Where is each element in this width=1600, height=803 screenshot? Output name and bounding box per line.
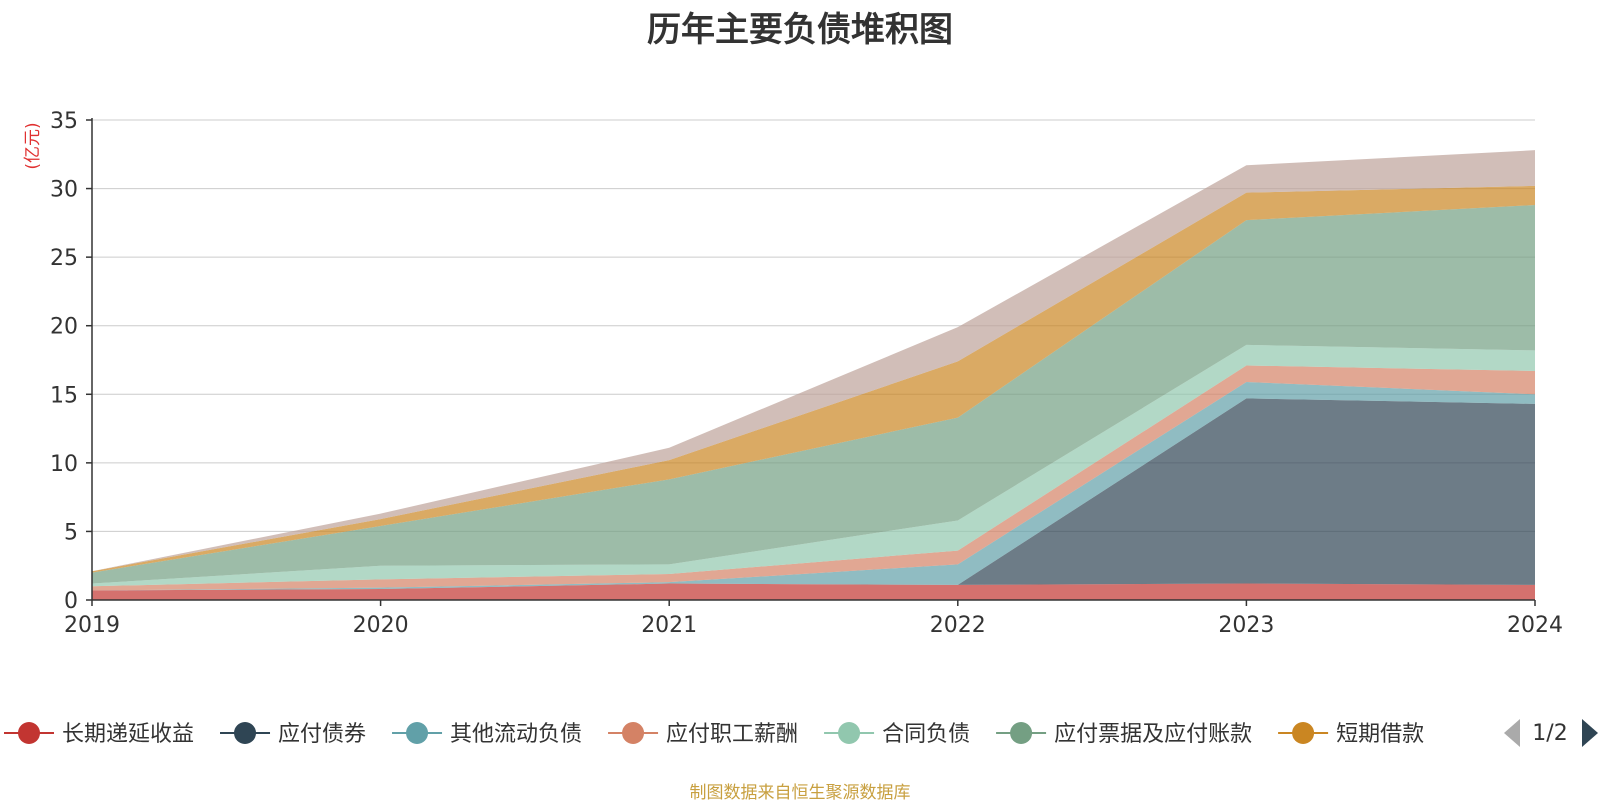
legend-marker <box>1010 722 1033 744</box>
legend-item[interactable]: 应付职工薪酬 <box>608 722 798 747</box>
data-source-note: 制图数据来自恒生聚源数据库 <box>689 783 911 803</box>
area-应付票据及应付账款 <box>92 205 1535 584</box>
x-tick-label: 2020 <box>353 613 409 638</box>
legend-label: 应付票据及应付账款 <box>1054 722 1252 747</box>
y-tick-label: 5 <box>64 520 78 545</box>
x-tick-label: 2019 <box>64 613 120 638</box>
area-应付债券 <box>92 398 1535 591</box>
legend-next-icon[interactable] <box>1582 719 1598 747</box>
y-tick-label: 15 <box>50 383 78 408</box>
axes: 0 5 10 15 20 25 30 35 2019 2020 2021 2022 2023 2024 (亿… <box>23 109 1563 638</box>
area-合同负债 <box>92 344 1535 587</box>
area-series <box>92 150 1535 600</box>
y-tick-label: 20 <box>50 315 78 340</box>
y-axis-label: (亿元) <box>23 122 43 169</box>
legend-item[interactable]: 应付票据及应付账款 <box>996 722 1252 747</box>
legend-label: 应付债券 <box>278 722 366 747</box>
y-tick-label: 0 <box>64 589 78 614</box>
legend-label: 长期递延收益 <box>62 722 194 747</box>
legend-marker <box>622 722 645 744</box>
x-tick-label: 2023 <box>1218 613 1274 638</box>
legend-label: 短期借款 <box>1336 722 1424 747</box>
legend-marker <box>234 722 257 744</box>
area-长期递延收益 <box>92 583 1535 600</box>
legend-label: 其他流动负债 <box>450 722 582 747</box>
legend-item[interactable]: 长期递延收益 <box>4 722 194 747</box>
legend-prev-icon[interactable] <box>1504 719 1520 747</box>
legend-marker <box>1292 722 1315 744</box>
area-其他流动负债 <box>92 381 1535 591</box>
legend-item[interactable]: 其他流动负债 <box>392 722 582 747</box>
legend-item[interactable]: 应付债券 <box>220 722 366 747</box>
y-tick-label: 35 <box>50 109 78 134</box>
legend-page-indicator: 1/2 <box>1532 721 1567 746</box>
x-tick-label: 2021 <box>641 613 697 638</box>
legend-marker <box>838 722 861 744</box>
legend-label: 合同负债 <box>882 722 970 747</box>
legend: 长期递延收益 应付债券 其他流动负债 应付职工薪酬 合同负债 应付票据及应付账款 短期借款 1… <box>4 719 1598 747</box>
legend-label: 应付职工薪酬 <box>666 722 798 747</box>
y-tick-label: 25 <box>50 246 78 271</box>
y-tick-label: 10 <box>50 452 78 477</box>
x-tick-label: 2022 <box>930 613 986 638</box>
legend-item[interactable]: 短期借款 <box>1278 722 1424 747</box>
legend-marker <box>406 722 429 744</box>
y-tick-label: 30 <box>50 178 78 203</box>
legend-item[interactable]: 合同负债 <box>824 722 970 747</box>
legend-marker <box>18 722 40 744</box>
x-tick-label: 2024 <box>1507 613 1563 638</box>
area-应付职工薪酬 <box>92 365 1535 591</box>
chart-title: 历年主要负债堆积图 <box>647 10 953 50</box>
